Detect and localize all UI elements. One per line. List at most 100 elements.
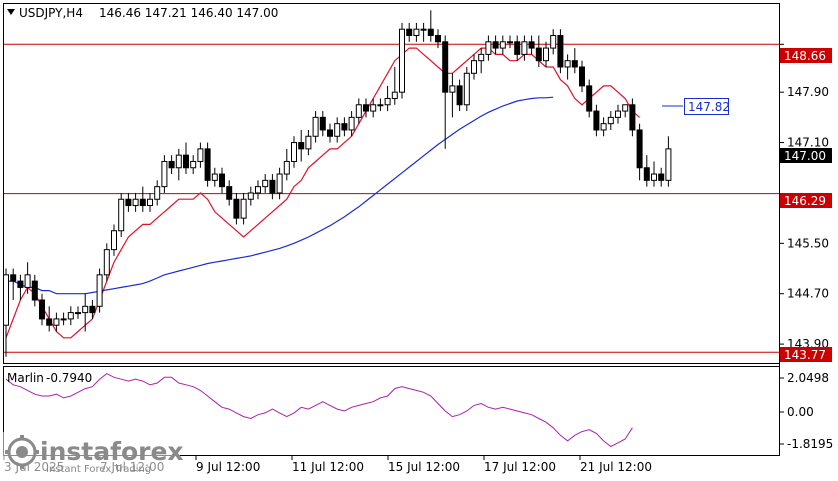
price-axis-label-1: 147.90	[787, 85, 829, 99]
candle	[67, 306, 74, 326]
candle-body	[456, 85, 463, 106]
candle-body	[528, 41, 535, 49]
candle-body	[305, 135, 312, 150]
level-mid-label: 146.29	[784, 194, 826, 208]
candle	[3, 268, 9, 357]
candle-body	[211, 173, 218, 181]
candle	[564, 54, 571, 80]
candle	[240, 192, 247, 225]
candle-body	[471, 60, 477, 74]
candle-body	[651, 173, 657, 181]
candle-body	[319, 116, 326, 131]
candle-body	[442, 41, 449, 93]
level-mid-tag	[780, 193, 832, 208]
candle	[413, 22, 420, 42]
candle-body	[46, 318, 53, 326]
candle	[319, 111, 326, 137]
candle	[147, 192, 153, 212]
candle	[89, 300, 96, 319]
candle	[384, 85, 391, 112]
candle	[154, 180, 161, 206]
candle-body	[226, 186, 233, 200]
candle	[262, 174, 269, 193]
candle-body	[39, 299, 45, 320]
candle	[593, 104, 600, 137]
candle	[355, 98, 362, 124]
callout-box[interactable]	[684, 98, 729, 115]
candle-body	[463, 72, 470, 106]
candle	[204, 142, 211, 187]
indicator-axis-label-bottom: -1.8195	[787, 437, 833, 451]
time-axis-label-4: 15 Jul 12:00	[388, 460, 460, 474]
horizontal-levels	[4, 43, 779, 353]
candle-body	[103, 249, 110, 276]
dropdown-triangle-icon[interactable]	[7, 9, 15, 15]
candle	[17, 274, 24, 301]
candle-body	[291, 142, 297, 162]
candle-body	[247, 192, 254, 200]
candle-body	[219, 173, 225, 188]
candle	[499, 35, 506, 55]
indicator-axis: 2.0498 0.00 -1.8195	[779, 371, 833, 451]
candle-body	[543, 47, 549, 62]
level-high-tag	[780, 48, 832, 63]
symbol-timeframe: USDJPY,H4	[19, 6, 83, 20]
candle	[31, 274, 38, 307]
candle	[10, 268, 17, 301]
candle	[327, 123, 333, 143]
candle	[334, 117, 341, 143]
candle-body	[125, 198, 132, 207]
candle-body	[399, 28, 405, 93]
candle-body	[168, 160, 175, 169]
candle	[197, 142, 204, 168]
logo-tagline: Instant Forex Trading	[46, 464, 151, 475]
candle	[118, 192, 125, 238]
candle	[521, 35, 528, 61]
candle	[377, 98, 384, 112]
candle-body	[341, 123, 348, 131]
candle-body	[499, 41, 506, 49]
candle-body	[197, 148, 204, 162]
candle-body	[298, 142, 305, 150]
candle-body	[334, 123, 341, 137]
candle	[269, 174, 276, 200]
candle-body	[10, 274, 17, 282]
candle-body	[622, 104, 629, 112]
candle-body	[564, 60, 571, 68]
candle-body	[161, 160, 168, 188]
candle	[622, 104, 629, 118]
candle-body	[377, 104, 384, 107]
candle	[219, 167, 225, 193]
candle-body	[190, 160, 197, 169]
indicator-value: -0.7940	[46, 371, 92, 385]
candle-body	[607, 116, 614, 125]
candle-body	[255, 186, 261, 194]
price-axis-label-2: 147.10	[787, 136, 829, 150]
candle	[406, 22, 413, 42]
candle	[492, 35, 499, 55]
candle-body	[269, 179, 276, 194]
candle	[514, 35, 521, 61]
candle-body	[485, 41, 492, 55]
candle-body	[665, 148, 672, 181]
candle-body	[478, 53, 485, 62]
candle-body	[391, 91, 398, 99]
candle-body	[132, 198, 139, 207]
current-price-tag	[780, 148, 832, 163]
candle-body	[643, 167, 650, 181]
candle-body	[154, 186, 161, 200]
candle	[442, 35, 449, 149]
candle-body	[53, 318, 60, 326]
candle-body	[600, 123, 607, 131]
candle	[571, 48, 578, 74]
candle	[305, 129, 312, 156]
candle	[276, 167, 283, 200]
candle	[341, 117, 348, 137]
candle	[233, 192, 240, 225]
level-high-label: 148.66	[784, 49, 826, 63]
candle	[427, 10, 434, 42]
time-axis-label-6: 21 Jul 12:00	[580, 460, 652, 474]
